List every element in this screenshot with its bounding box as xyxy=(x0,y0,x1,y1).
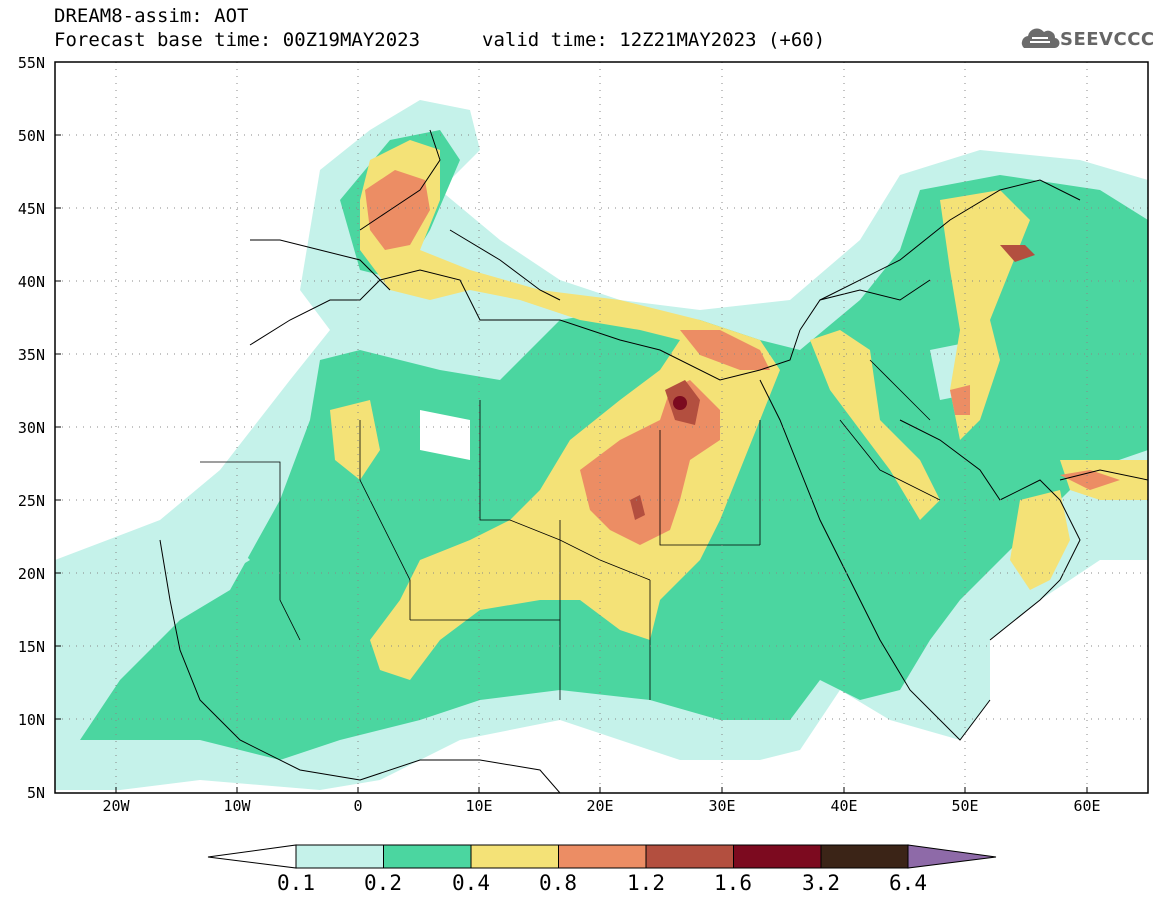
colorbar-label: 1.2 xyxy=(627,871,665,895)
lat-label: 35N xyxy=(17,346,45,364)
cloud-logo-icon xyxy=(1021,28,1060,49)
lat-label: 40N xyxy=(17,273,45,291)
lon-label: 20W xyxy=(102,797,130,815)
aot-contours xyxy=(55,100,1148,790)
valid-time-label: valid time: 12Z21MAY2023 (+60) xyxy=(482,29,826,51)
lat-label: 10N xyxy=(17,711,45,729)
lon-label: 40E xyxy=(830,797,858,815)
colorbar-label: 0.1 xyxy=(277,871,315,895)
colorbar-label: 1.6 xyxy=(714,871,752,895)
colorbar-label: 6.4 xyxy=(889,871,927,895)
country-borders xyxy=(200,359,941,700)
lon-label: 0 xyxy=(353,797,363,815)
lat-label: 20N xyxy=(17,565,45,583)
lon-label: 10E xyxy=(465,797,493,815)
lon-label: 60E xyxy=(1073,797,1101,815)
lon-label: 10W xyxy=(223,797,251,815)
lat-label: 30N xyxy=(17,419,45,437)
grid-lines xyxy=(55,62,1148,793)
lat-label: 45N xyxy=(17,200,45,218)
colorbar-label: 3.2 xyxy=(802,871,840,895)
lat-label: 15N xyxy=(17,638,45,656)
colorbar-label: 0.2 xyxy=(364,871,402,895)
base-time-label: Forecast base time: 00Z19MAY2023 xyxy=(54,29,421,51)
lat-label: 50N xyxy=(17,127,45,145)
lat-label: 55N xyxy=(17,54,45,72)
lat-label: 25N xyxy=(17,492,45,510)
lon-label: 20E xyxy=(586,797,614,815)
colorbar-label: 0.4 xyxy=(452,871,490,895)
lon-label: 50E xyxy=(951,797,979,815)
colorbar-label: 0.8 xyxy=(539,871,577,895)
lon-label: 30E xyxy=(708,797,736,815)
coastlines xyxy=(159,129,1148,793)
logo-text: SEEVCCC xyxy=(1060,29,1155,50)
lat-label: 5N xyxy=(26,784,45,802)
axis-ticks xyxy=(55,134,1088,793)
map-title: DREAM8-assim: AOT xyxy=(54,5,249,27)
